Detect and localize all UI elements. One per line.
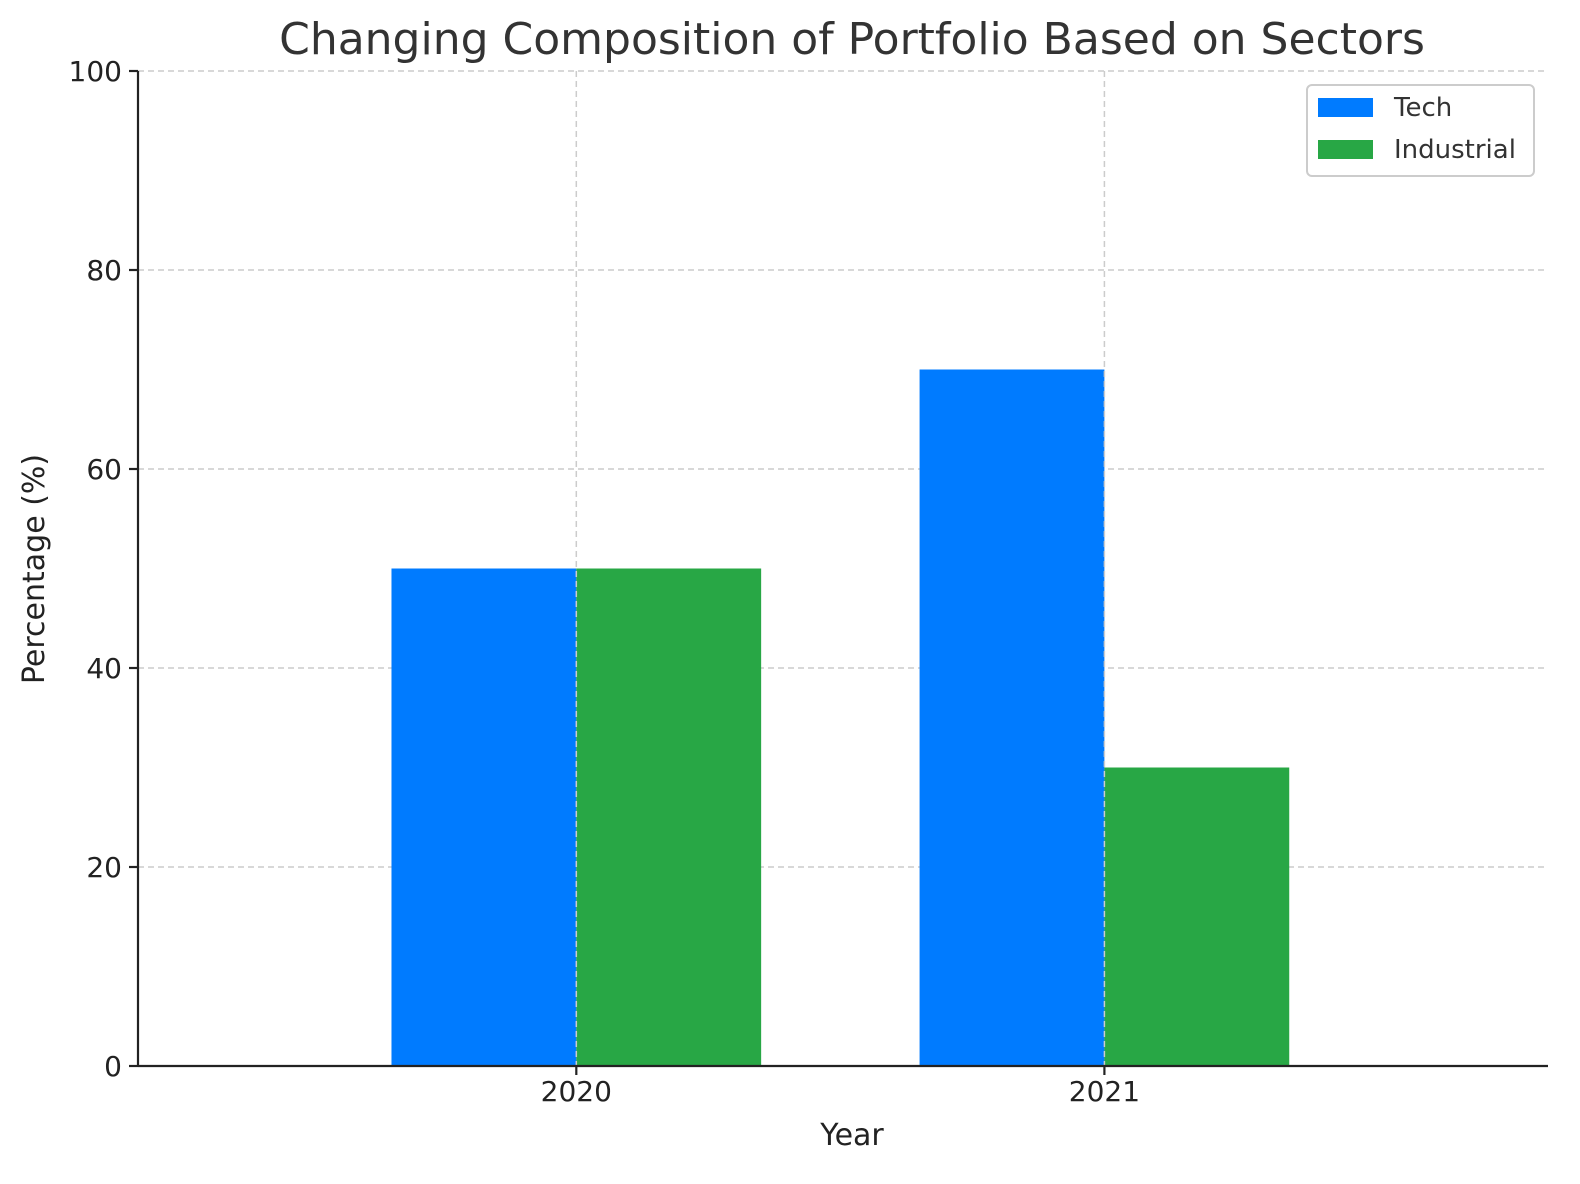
legend-label-tech: Tech xyxy=(1393,93,1452,123)
grid-layer xyxy=(138,70,1548,868)
legend: Tech Industrial xyxy=(1306,84,1535,177)
bar-tech-2021 xyxy=(919,369,1105,1066)
legend-swatch-industrial xyxy=(1318,140,1373,159)
y-tick-label: 20 xyxy=(86,851,122,884)
legend-swatch-tech xyxy=(1318,98,1373,117)
y-tick-label: 60 xyxy=(86,453,122,486)
bar-industrial-2020 xyxy=(576,568,762,1066)
y-tick-label: 100 xyxy=(69,55,122,88)
y-axis-label: Percentage (%) xyxy=(17,454,52,684)
axes-layer xyxy=(136,71,1548,1068)
bar-industrial-2021 xyxy=(1104,767,1290,1066)
y-tick-label: 0 xyxy=(104,1050,122,1083)
x-tick-label: 2020 xyxy=(541,1075,612,1108)
legend-label-industrial: Industrial xyxy=(1394,135,1516,165)
chart-title: Changing Composition of Portfolio Based … xyxy=(279,14,1425,65)
bars-layer xyxy=(391,71,1290,1066)
y-tick-label: 40 xyxy=(86,652,122,685)
bar-tech-2020 xyxy=(391,568,577,1066)
x-tick-label: 2021 xyxy=(1069,1075,1140,1108)
x-axis-label: Year xyxy=(819,1118,884,1153)
ticks-layer: 0 20 40 60 80 100 2020 2021 xyxy=(69,55,1140,1108)
y-tick-label: 80 xyxy=(86,254,122,287)
